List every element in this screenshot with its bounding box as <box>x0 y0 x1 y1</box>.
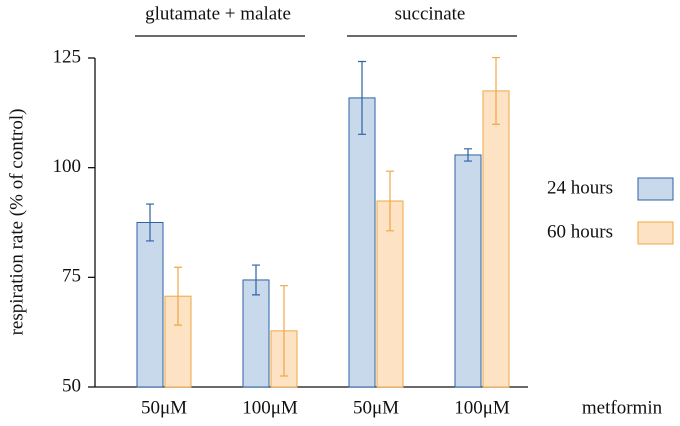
group-label: succinate <box>395 3 466 24</box>
error-bar <box>464 148 472 162</box>
y-tick-label: 75 <box>62 266 81 287</box>
y-tick-label: 50 <box>62 375 81 396</box>
error-bar <box>386 170 394 232</box>
error-bar <box>358 60 366 135</box>
y-tick-label: 125 <box>53 46 82 67</box>
x-tick-label: 100μM <box>454 397 510 418</box>
bar <box>242 279 270 388</box>
bar <box>348 97 376 388</box>
y-tick-label: 100 <box>53 156 82 177</box>
legend-label: 60 hours <box>547 221 613 242</box>
error-bar <box>252 264 260 296</box>
error-bar <box>146 203 154 242</box>
legend-swatch <box>637 221 674 245</box>
x-axis-label: metformin <box>582 397 663 418</box>
x-tick-label: 50μM <box>141 397 187 418</box>
error-bar <box>492 56 500 125</box>
y-axis-label: respiration rate (% of control) <box>6 109 27 336</box>
bar <box>482 90 510 388</box>
legend-swatch <box>637 177 674 201</box>
error-bar <box>280 285 288 377</box>
legend-label: 24 hours <box>547 177 613 198</box>
x-tick-label: 100μM <box>242 397 298 418</box>
bar <box>376 200 404 388</box>
group-label: glutamate + malate <box>145 3 291 24</box>
x-tick-label: 50μM <box>353 397 399 418</box>
error-bar <box>174 266 182 326</box>
bar <box>136 222 164 388</box>
bar <box>454 154 482 388</box>
